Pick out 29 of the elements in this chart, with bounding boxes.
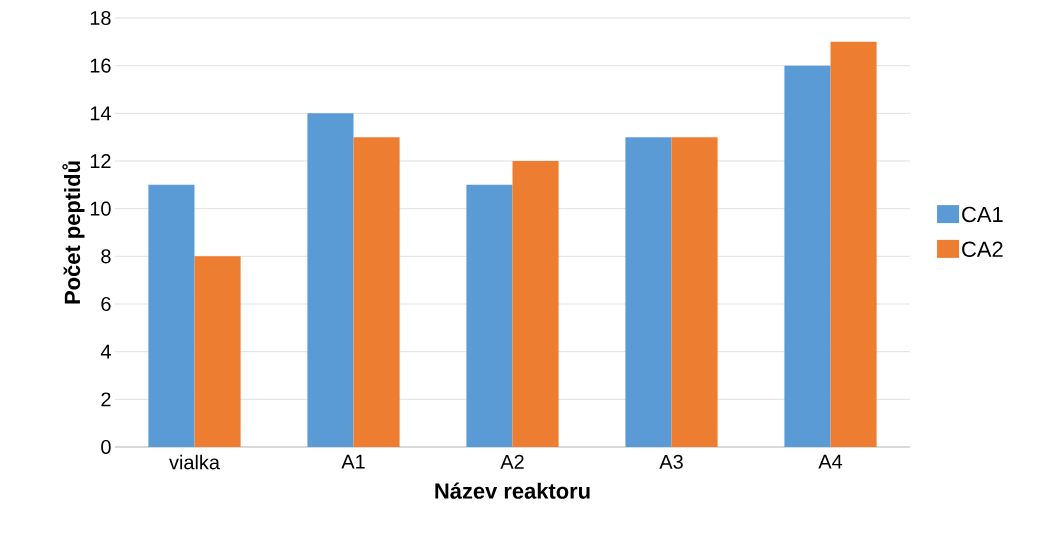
x-axis-title: Název reaktoru [435,482,590,499]
bar [466,184,513,447]
legend-label: CA1 [962,206,1003,223]
bar [353,137,400,447]
y-axis-title: Počet peptidů [62,161,85,304]
bar [307,113,354,447]
y-tick-label: 8 [101,249,111,264]
y-tick-label: 2 [101,392,111,407]
y-tick-label: 14 [90,106,111,121]
bar [512,161,559,447]
y-tick-label: 16 [90,58,111,73]
y-tick-label: 10 [90,201,111,216]
bar [194,256,241,447]
y-tick-label: 18 [90,10,111,26]
x-tick-label: A2 [500,454,524,469]
x-tick-label: A1 [341,454,365,469]
bar [830,41,877,447]
bar [671,137,718,447]
bar [148,184,195,447]
legend-label: CA2 [962,241,1003,258]
x-tick-label: A4 [818,454,843,469]
x-tick-label: vialka [169,454,220,470]
y-tick-label: 6 [101,296,111,312]
bar [784,65,831,447]
y-tick-label: 12 [90,154,111,168]
bar [625,137,672,447]
x-tick-label: A3 [659,454,683,469]
y-tick-label: 0 [101,439,111,455]
y-tick-label: 4 [100,344,111,359]
